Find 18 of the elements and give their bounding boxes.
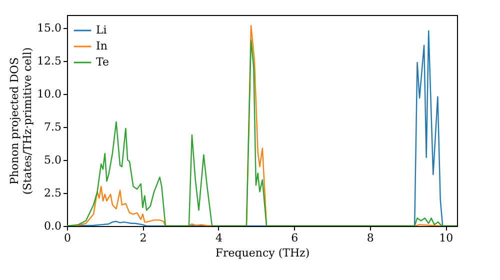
x-tick-label: 10 <box>439 232 454 244</box>
y-tick-label: 12.5 <box>37 54 62 68</box>
y-axis-title: Phonon projected DOS (States/THz·primitive cell) <box>8 47 34 195</box>
x-tick-label: 8 <box>366 232 374 244</box>
x-tick-label: 2 <box>140 232 147 244</box>
x-tick-label: 6 <box>291 232 298 244</box>
legend-label: Te <box>96 56 109 68</box>
y-tick-label: 7.5 <box>44 120 62 134</box>
y-tick-label: 2.5 <box>44 186 62 200</box>
y-tick-label: 10.0 <box>37 88 62 101</box>
y-tick-label: 5.0 <box>44 154 62 167</box>
y-tick-label: 0.0 <box>44 220 62 232</box>
legend-label: In <box>96 40 108 52</box>
x-axis-title: Frequency (THz) <box>215 246 310 260</box>
legend-label: Li <box>96 24 108 36</box>
x-tick-label: 4 <box>215 232 222 244</box>
y-tick-label: 15.0 <box>37 22 62 35</box>
x-tick-label: 0 <box>64 232 71 244</box>
